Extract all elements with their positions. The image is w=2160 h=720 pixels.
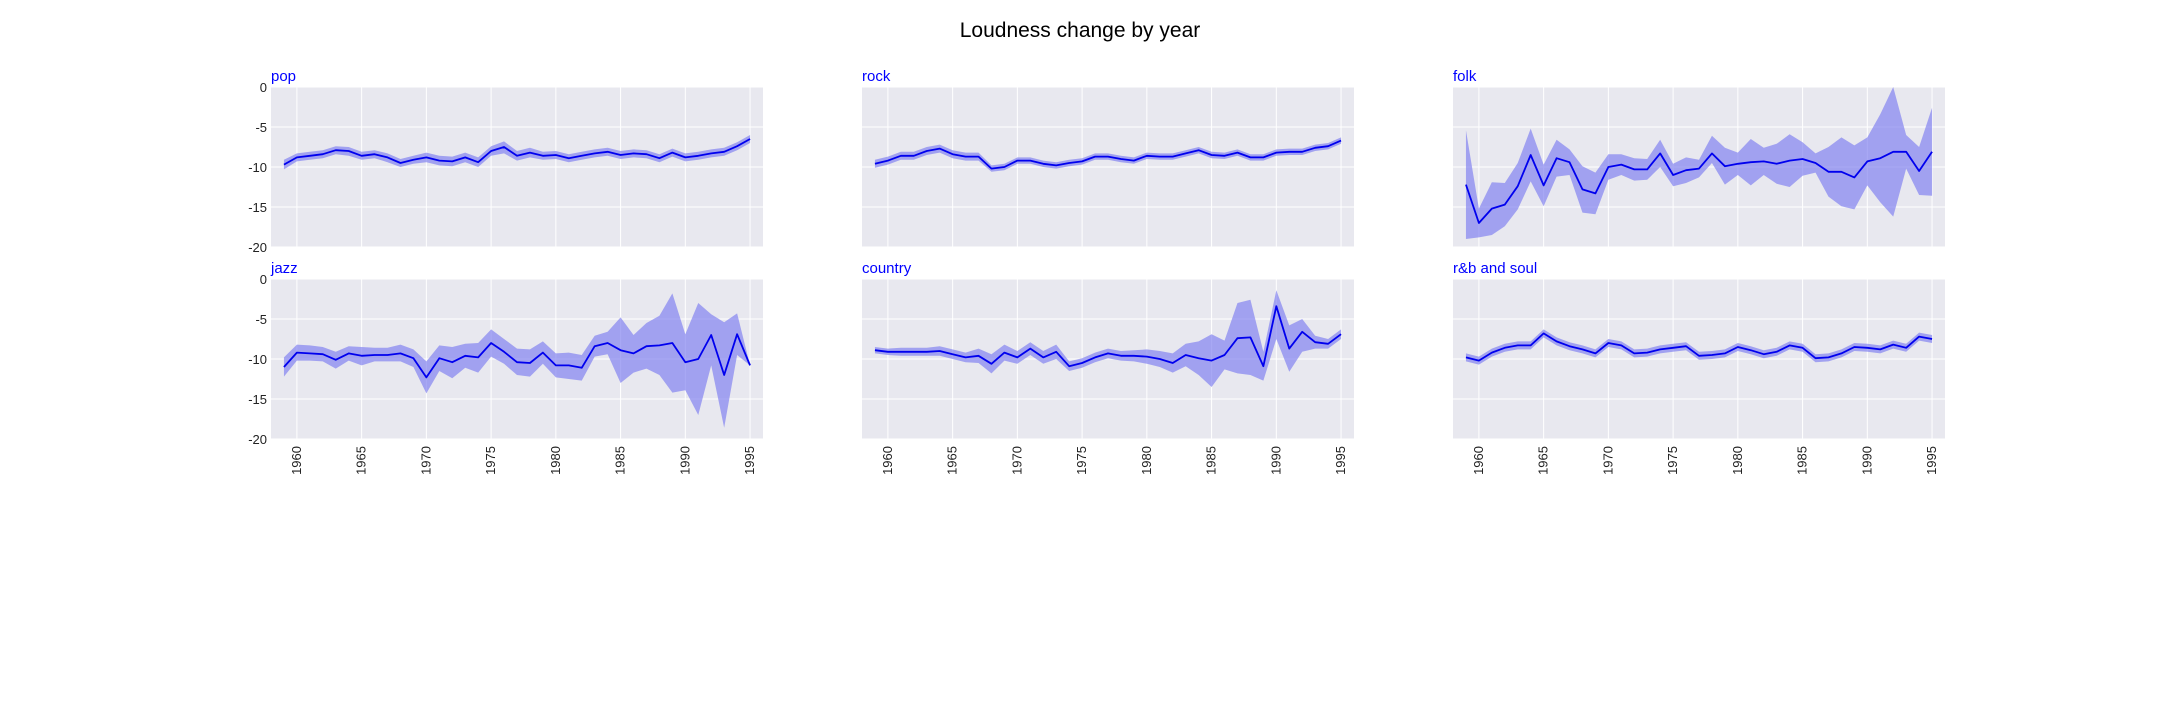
x-tick-label: 1970 [418,446,433,475]
mean-line-r-b-and-soul [1465,332,1933,362]
confidence-band-jazz [283,293,751,428]
y-tick-label: 0 [260,272,267,287]
panel-label-folk: folk [1453,68,1477,85]
panel-label-pop: pop [271,68,296,85]
x-tick-label: 1975 [1074,446,1089,475]
x-tick-label: 1960 [289,446,304,475]
mean-line-country [874,305,1342,368]
x-tick-label: 1995 [742,446,757,475]
panel-folk: folk [1453,68,1945,248]
y-tick-label: -5 [255,120,267,135]
x-tick-label: 1985 [1795,446,1810,475]
y-tick-label: -20 [248,240,267,255]
confidence-band-folk [1465,87,1933,239]
x-tick-label: 1985 [1204,446,1219,475]
mean-line-pop [283,138,751,166]
y-tick-label: -10 [248,352,267,367]
confidence-band-pop [283,135,751,170]
x-tick-label: 1960 [880,446,895,475]
panel-r-b-and-soul: r&b and soul 1960 1965 1970 1975 1980 1985 1990… [1453,260,1945,475]
mean-line-jazz [283,333,751,379]
x-tick-label: 1965 [354,446,369,475]
x-tick-label: 1995 [1924,446,1939,475]
y-tick-label: -15 [248,200,267,215]
x-tick-label: 1980 [1730,446,1745,475]
x-tick-label: 1995 [1333,446,1348,475]
panel-rock: rock [862,68,1354,248]
mean-line-folk [1465,150,1933,224]
x-tick-label: 1980 [548,446,563,475]
panel-country: country 1960 1965 1970 1975 1980 1985 1990 1995 [862,260,1354,475]
x-tick-label: 1960 [1471,446,1486,475]
y-tick-label: -10 [248,160,267,175]
x-tick-label: 1975 [1665,446,1680,475]
x-tick-label: 1990 [1859,446,1874,475]
panel-label-r-b-and-soul: r&b and soul [1453,260,1537,277]
mean-line-rock [874,139,1342,170]
x-tick-label: 1980 [1139,446,1154,475]
confidence-band-rock [874,137,1342,172]
x-tick-label: 1985 [613,446,628,475]
x-tick-label: 1970 [1009,446,1024,475]
chart-title: Loudness change by year [960,19,1201,42]
panel-label-country: country [862,260,912,277]
x-tick-label: 1970 [1600,446,1615,475]
x-tick-label: 1990 [677,446,692,475]
x-tick-label: 1965 [1536,446,1551,475]
x-tick-label: 1975 [483,446,498,475]
y-tick-label: -15 [248,392,267,407]
y-tick-label: 0 [260,80,267,95]
panel-label-rock: rock [862,68,891,85]
x-tick-label: 1965 [945,446,960,475]
panel-pop: pop 0 -5 -10 -15 -20 [248,68,763,255]
y-tick-label: -20 [248,432,267,447]
confidence-band-r-b-and-soul [1465,329,1933,365]
x-tick-label: 1990 [1268,446,1283,475]
panel-label-jazz: jazz [270,260,298,277]
y-tick-label: -5 [255,312,267,327]
